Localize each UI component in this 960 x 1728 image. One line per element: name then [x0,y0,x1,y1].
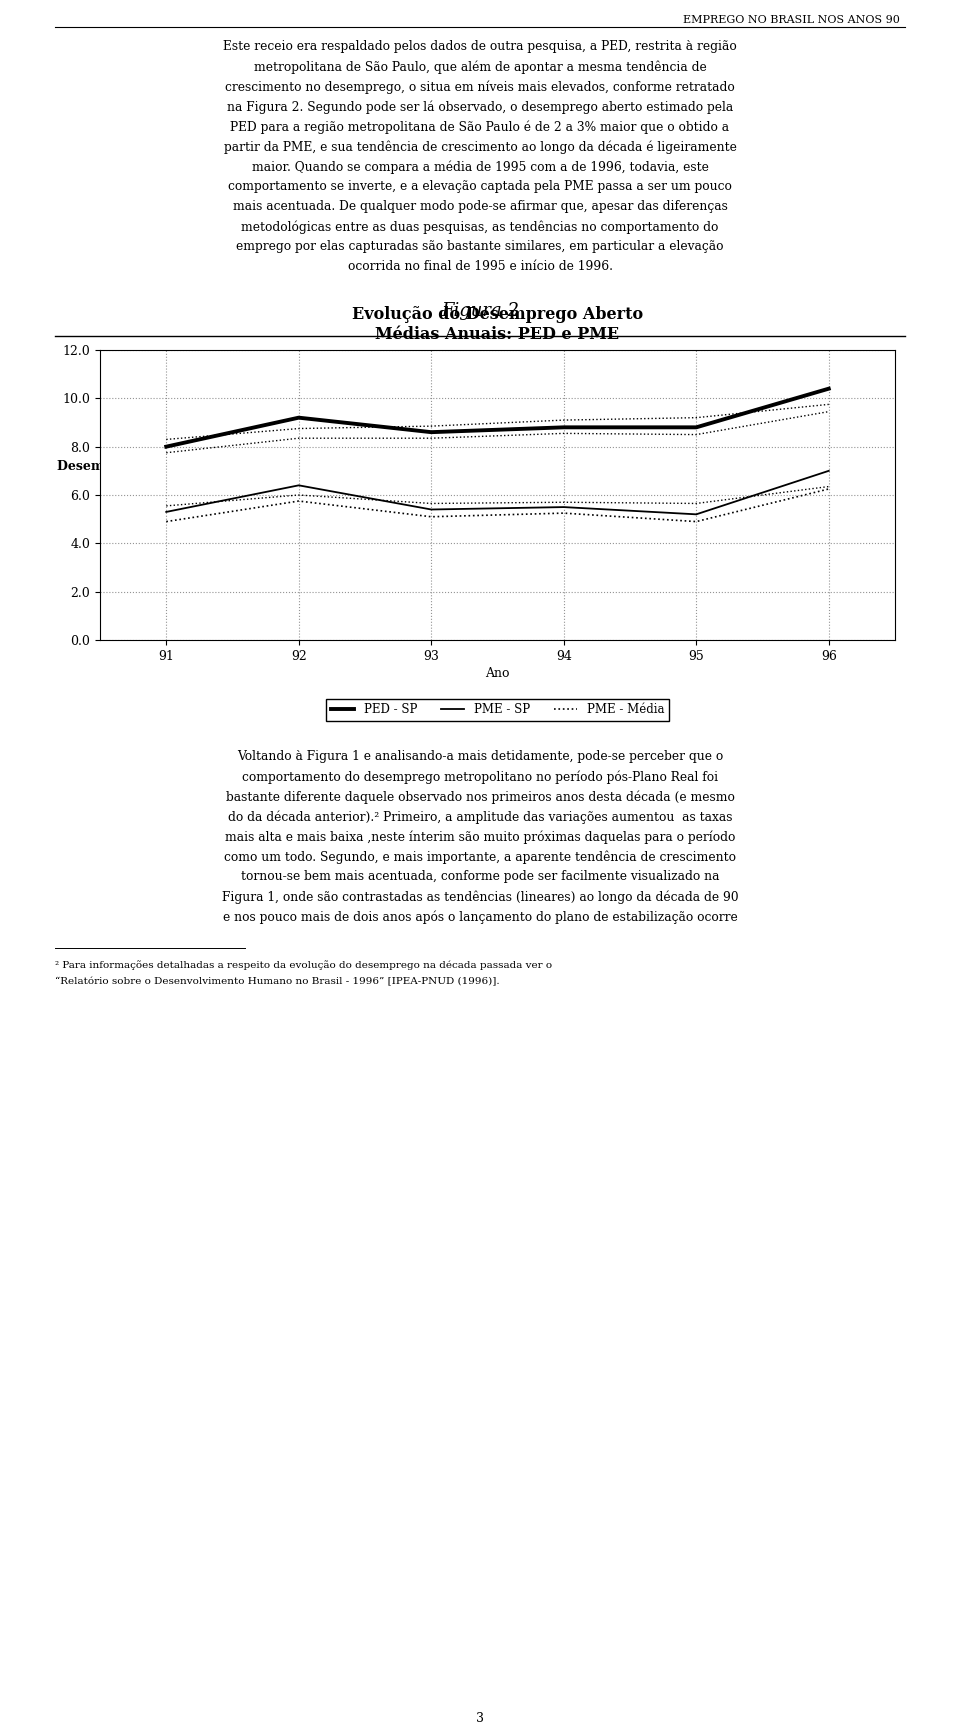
Text: metropolitana de São Paulo, que além de apontar a mesma tendência de: metropolitana de São Paulo, que além de … [253,60,707,74]
Text: mais acentuada. De qualquer modo pode-se afirmar que, apesar das diferenças: mais acentuada. De qualquer modo pode-se… [232,200,728,213]
PED - SP [823,378,834,399]
Text: Desemprego (%): Desemprego (%) [57,460,173,473]
Text: partir da PME, e sua tendência de crescimento ao longo da década é ligeiramente: partir da PME, e sua tendência de cresci… [224,140,736,154]
Text: EMPREGO NO BRASIL NOS ANOS 90: EMPREGO NO BRASIL NOS ANOS 90 [684,16,900,24]
Text: Voltando à Figura 1 e analisando-a mais detidamente, pode-se perceber que o: Voltando à Figura 1 e analisando-a mais … [237,750,723,764]
Text: metodológicas entre as duas pesquisas, as tendências no comportamento do: metodológicas entre as duas pesquisas, a… [241,219,719,233]
PED - SP [690,416,702,437]
PED - SP [160,435,172,456]
Text: na Figura 2. Segundo pode ser lá observado, o desemprego aberto estimado pela: na Figura 2. Segundo pode ser lá observa… [227,100,733,114]
PME - SP [558,496,569,517]
Text: Este receio era respaldado pelos dados de outra pesquisa, a PED, restrita à regi: Este receio era respaldado pelos dados d… [223,40,737,54]
PME - Média [293,491,304,511]
Text: ² Para informações detalhadas a respeito da evolução do desemprego na década pas: ² Para informações detalhadas a respeito… [55,961,552,969]
Title: Evolução do Desemprego Aberto
Médias Anuais: PED e PME: Evolução do Desemprego Aberto Médias Anu… [352,306,643,342]
Text: comportamento do desemprego metropolitano no período pós-Plano Real foi: comportamento do desemprego metropolitan… [242,771,718,783]
Text: Figura 1, onde são contrastadas as tendências (lineares) ao longo da década de 9: Figura 1, onde são contrastadas as tendê… [222,890,738,904]
PME - Média [160,511,172,532]
Text: do da década anterior).² Primeiro, a amplitude das variações aumentou  as taxas: do da década anterior).² Primeiro, a amp… [228,810,732,824]
Line: PED - SP: PED - SP [166,389,828,446]
PME - Média [690,511,702,532]
PME - SP [690,505,702,525]
PME - Média [823,479,834,499]
PME - SP [160,501,172,522]
Legend: PED - SP, PME - SP, PME - Média: PED - SP, PME - SP, PME - Média [326,698,669,721]
Text: bastante diferente daquele observado nos primeiros anos desta década (e mesmo: bastante diferente daquele observado nos… [226,790,734,804]
PED - SP [293,408,304,429]
Text: Figura 2: Figura 2 [441,302,519,320]
PME - Média [425,506,437,527]
Text: tornou-se bem mais acentuada, conforme pode ser facilmente visualizado na: tornou-se bem mais acentuada, conforme p… [241,869,719,883]
Text: como um todo. Segundo, e mais importante, a aparente tendência de crescimento: como um todo. Segundo, e mais importante… [224,850,736,864]
Text: PED para a região metropolitana de São Paulo é de 2 a 3% maior que o obtido a: PED para a região metropolitana de São P… [230,119,730,133]
Line: PME - SP: PME - SP [166,470,828,515]
PED - SP [425,422,437,442]
PME - SP [823,460,834,480]
Text: maior. Quando se compara a média de 1995 com a de 1996, todavia, este: maior. Quando se compara a média de 1995… [252,161,708,173]
Text: e nos pouco mais de dois anos após o lançamento do plano de estabilização ocorre: e nos pouco mais de dois anos após o lan… [223,911,737,923]
Text: crescimento no desemprego, o situa em níveis mais elevados, conforme retratado: crescimento no desemprego, o situa em ní… [226,79,734,93]
PME - SP [425,499,437,520]
Text: ocorrida no final de 1995 e início de 1996.: ocorrida no final de 1995 e início de 19… [348,259,612,273]
Line: PME - Média: PME - Média [166,489,828,522]
PED - SP [558,416,569,437]
Text: 3: 3 [476,1712,484,1725]
X-axis label: Ano: Ano [485,667,510,679]
Text: “Relatório sobre o Desenvolvimento Humano no Brasil - 1996” [IPEA-PNUD (1996)].: “Relatório sobre o Desenvolvimento Human… [55,976,499,987]
Text: comportamento se inverte, e a elevação captada pela PME passa a ser um pouco: comportamento se inverte, e a elevação c… [228,180,732,194]
PME - Média [558,503,569,524]
Text: emprego por elas capturadas são bastante similares, em particular a elevação: emprego por elas capturadas são bastante… [236,240,724,252]
PME - SP [293,475,304,496]
Text: mais alta e mais baixa ,neste ínterim são muito próximas daquelas para o período: mais alta e mais baixa ,neste ínterim sã… [225,829,735,843]
